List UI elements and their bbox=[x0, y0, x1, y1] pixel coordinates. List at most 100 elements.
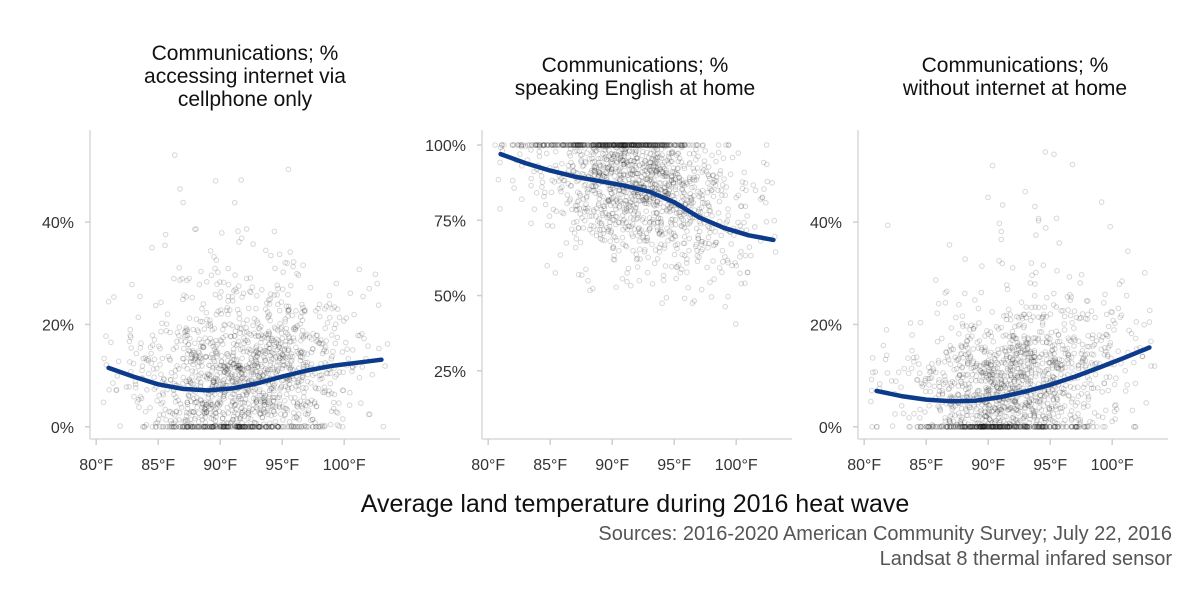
scatter-point bbox=[633, 251, 640, 258]
scatter-point bbox=[880, 342, 887, 349]
scatter-point bbox=[136, 396, 142, 403]
scatter-point bbox=[221, 396, 227, 402]
scatter-point bbox=[286, 333, 292, 340]
scatter-point bbox=[628, 142, 635, 148]
scatter-point bbox=[227, 363, 233, 370]
scatter-point bbox=[254, 353, 260, 359]
scatter-point bbox=[595, 190, 602, 197]
scatter-point bbox=[679, 142, 686, 148]
scatter-point bbox=[210, 416, 217, 423]
scatter-point bbox=[277, 340, 284, 347]
scatter-point bbox=[260, 398, 266, 404]
scatter-point bbox=[968, 377, 975, 384]
scatter-point bbox=[565, 162, 572, 169]
scatter-point bbox=[252, 357, 258, 363]
scatter-point bbox=[1105, 323, 1112, 330]
scatter-point bbox=[301, 350, 308, 356]
scatter-point bbox=[173, 409, 179, 415]
scatter-point bbox=[218, 424, 225, 430]
scatter-point bbox=[245, 424, 252, 430]
scatter-point bbox=[561, 142, 568, 148]
scatter-point bbox=[265, 370, 272, 377]
scatter-point bbox=[656, 166, 663, 173]
scatter-point bbox=[187, 422, 193, 429]
scatter-point bbox=[616, 197, 623, 203]
scatter-point bbox=[217, 392, 224, 398]
scatter-point bbox=[614, 142, 620, 148]
scatter-point bbox=[270, 424, 276, 430]
scatter-point bbox=[185, 378, 192, 385]
scatter-point bbox=[231, 361, 237, 367]
scatter-point bbox=[634, 155, 641, 161]
scatter-point bbox=[660, 204, 667, 210]
scatter-point bbox=[668, 158, 674, 165]
scatter-point bbox=[671, 232, 678, 239]
scatter-point bbox=[591, 187, 597, 194]
scatter-point bbox=[917, 319, 924, 326]
scatter-point bbox=[666, 150, 673, 156]
scatter-point bbox=[324, 370, 331, 377]
scatter-point bbox=[1054, 268, 1060, 274]
scatter-point bbox=[179, 424, 185, 430]
scatter-point bbox=[301, 363, 307, 370]
scatter-point bbox=[616, 166, 622, 173]
scatter-point bbox=[263, 424, 269, 430]
scatter-point bbox=[686, 176, 693, 182]
scatter-point bbox=[517, 142, 523, 148]
scatter-point bbox=[222, 322, 228, 329]
scatter-point bbox=[151, 337, 158, 343]
scatter-point bbox=[668, 142, 674, 148]
scatter-point bbox=[647, 196, 654, 202]
scatter-point bbox=[235, 424, 242, 430]
scatter-point bbox=[211, 379, 217, 386]
scatter-point bbox=[598, 155, 604, 161]
scatter-point bbox=[718, 187, 725, 193]
scatter-point bbox=[285, 166, 292, 173]
scatter-point bbox=[234, 324, 240, 331]
scatter-point bbox=[917, 406, 923, 413]
scatter-point bbox=[554, 142, 561, 148]
scatter-point bbox=[131, 393, 137, 400]
scatter-point bbox=[551, 179, 558, 185]
scatter-point bbox=[182, 417, 189, 423]
scatter-point bbox=[570, 168, 577, 174]
scatter-point bbox=[182, 424, 188, 430]
scatter-point bbox=[225, 420, 231, 426]
scatter-point bbox=[195, 348, 202, 354]
scatter-point bbox=[240, 348, 247, 355]
scatter-point bbox=[665, 180, 672, 187]
scatter-point bbox=[148, 350, 154, 357]
scatter-point bbox=[270, 402, 276, 409]
scatter-point bbox=[268, 385, 274, 392]
scatter-point bbox=[281, 346, 288, 353]
scatter-point bbox=[289, 422, 295, 429]
scatter-point bbox=[501, 142, 507, 148]
scatter-point bbox=[249, 363, 255, 370]
scatter-point bbox=[173, 344, 180, 350]
scatter-point bbox=[207, 340, 214, 347]
scatter-point bbox=[294, 415, 300, 421]
scatter-point bbox=[288, 359, 294, 365]
scatter-point bbox=[247, 377, 253, 383]
scatter-point bbox=[272, 326, 279, 332]
scatter-point bbox=[170, 424, 177, 430]
scatter-point bbox=[577, 239, 584, 246]
scatter-point bbox=[601, 155, 608, 162]
scatter-point bbox=[280, 424, 286, 430]
x-tick-label: 90°F bbox=[971, 457, 1005, 474]
scatter-point bbox=[271, 341, 277, 348]
scatter-point bbox=[244, 421, 250, 427]
scatter-point bbox=[265, 335, 272, 342]
scatter-point bbox=[605, 198, 612, 205]
scatter-point bbox=[603, 170, 610, 177]
scatter-point bbox=[219, 230, 225, 236]
scatter-point bbox=[625, 142, 631, 148]
scatter-point bbox=[290, 399, 297, 406]
scatter-point bbox=[288, 395, 294, 401]
scatter-point bbox=[258, 361, 264, 368]
scatter-point bbox=[621, 149, 628, 156]
scatter-point bbox=[1102, 291, 1108, 298]
scatter-point bbox=[311, 400, 318, 407]
scatter-point bbox=[642, 219, 648, 226]
scatter-point bbox=[101, 355, 107, 362]
